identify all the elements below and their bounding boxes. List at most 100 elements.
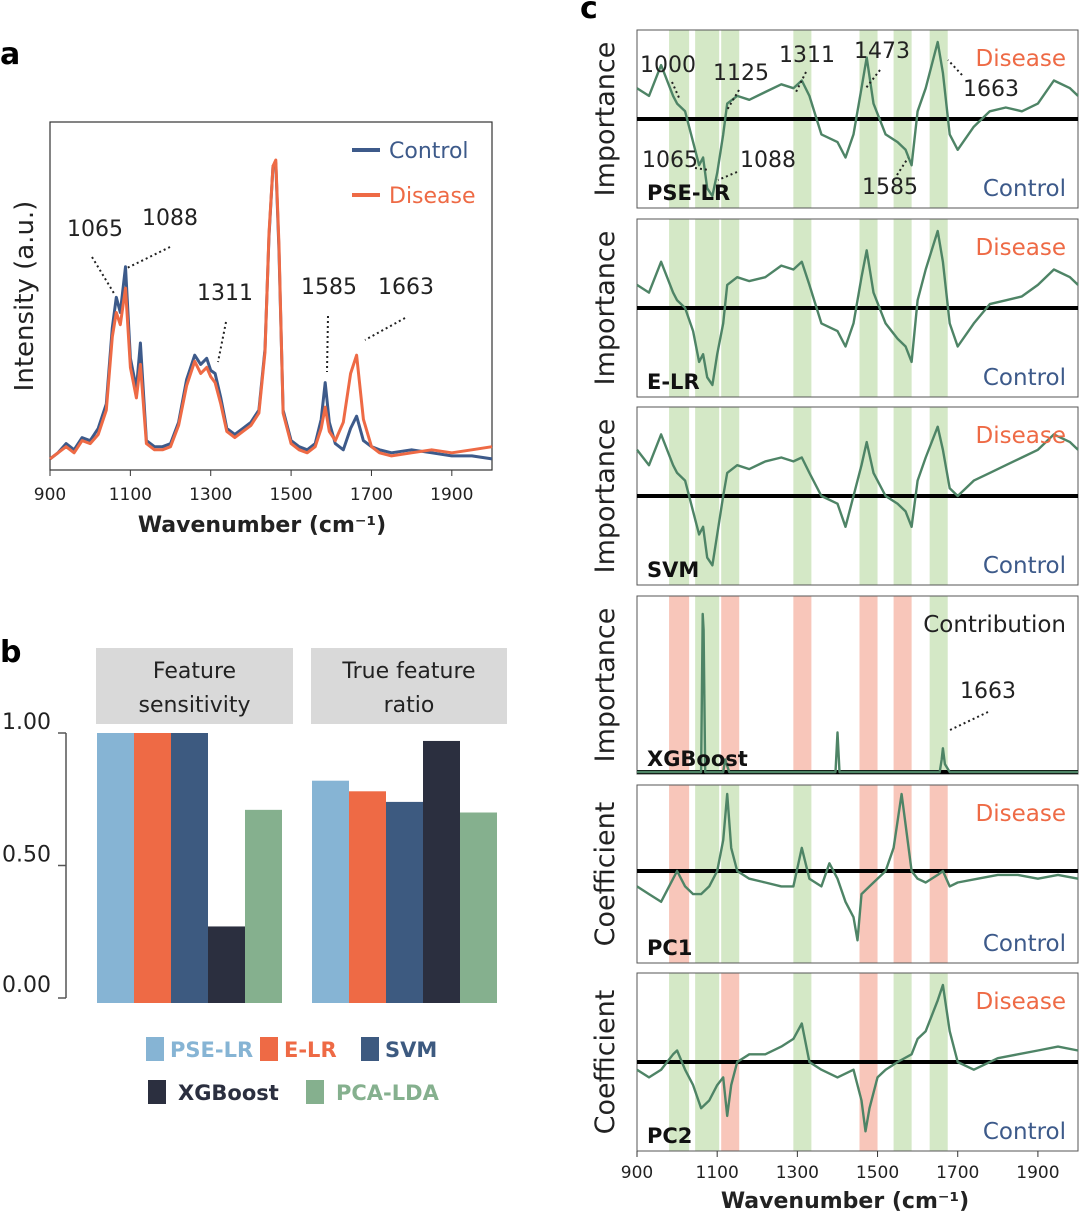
peak-annotation: 1663 xyxy=(378,275,434,300)
feature-band xyxy=(793,596,812,774)
bar-svm xyxy=(386,801,423,1003)
legend-swatch xyxy=(260,1037,278,1061)
model-label: PC2 xyxy=(647,1124,692,1148)
legend-swatch xyxy=(361,1037,379,1061)
importance-line xyxy=(636,40,1079,198)
disease-label: Disease xyxy=(976,423,1066,449)
panel-label-a: a xyxy=(0,37,20,72)
x-tick-label: 900 xyxy=(34,485,66,505)
bar-e-lr xyxy=(134,733,171,1003)
annotation-leader xyxy=(896,157,909,176)
legend-label: Disease xyxy=(389,184,476,209)
annotation-leader xyxy=(217,321,227,363)
legend-label: E-LR xyxy=(284,1038,337,1062)
disease-label: Disease xyxy=(976,989,1066,1015)
x-tick-label: 1900 xyxy=(430,485,473,505)
importance-line xyxy=(636,425,1079,567)
importance-line xyxy=(636,983,1079,1133)
x-tick-label: 900 xyxy=(621,1163,653,1183)
y-axis-label: Importance xyxy=(590,231,621,386)
series-line-control xyxy=(49,161,493,461)
x-axis-label: Wavenumber (cm⁻¹) xyxy=(721,1189,969,1214)
control-label: Control xyxy=(983,553,1066,579)
chart-c-importance: PSE-LR Importance Disease Control E-LR Import… xyxy=(590,29,1079,1214)
facet-title-line: Feature xyxy=(153,659,236,684)
x-tick-label: 1500 xyxy=(269,485,312,505)
bar-svm xyxy=(171,733,208,1003)
y-axis-label: Importance xyxy=(590,419,621,574)
feature-band xyxy=(669,596,690,774)
y-axis-label: Coefficient xyxy=(590,802,621,947)
subplot-frame xyxy=(636,784,1079,964)
x-tick-label: 1300 xyxy=(776,1163,819,1183)
feature-band xyxy=(721,785,740,963)
bar-pca-lda xyxy=(460,812,497,1003)
peak-annotation: 1088 xyxy=(142,206,198,231)
peak-annotation: 1473 xyxy=(854,39,910,64)
series-line-disease xyxy=(49,158,493,461)
facet-title-line: ratio xyxy=(384,693,435,718)
bar-pse-lr xyxy=(97,733,134,1003)
x-axis-label: Wavenumber (cm⁻¹) xyxy=(138,513,386,538)
y-tick-label: 0.50 xyxy=(2,843,51,868)
chart-b-bars: 1.00 0.50 0.00 Feature sensitivity True featu… xyxy=(2,648,507,1105)
peak-annotation: 1065 xyxy=(642,148,698,173)
bar-e-lr xyxy=(349,791,386,1003)
feature-band xyxy=(695,596,720,774)
bar-pse-lr xyxy=(312,780,349,1003)
legend-swatch xyxy=(148,1080,166,1104)
legend-label: XGBoost xyxy=(178,1081,279,1105)
feature-band xyxy=(929,596,948,774)
disease-label: Disease xyxy=(976,46,1066,72)
y-tick-label: 1.00 xyxy=(2,710,51,735)
peak-annotation: 1663 xyxy=(960,679,1016,704)
legend-swatch xyxy=(306,1080,324,1104)
control-label: Control xyxy=(983,176,1066,202)
x-tick-label: 1500 xyxy=(856,1163,899,1183)
feature-band xyxy=(893,596,912,774)
importance-line xyxy=(636,792,1079,942)
importance-line xyxy=(637,612,1078,774)
annotation-leader xyxy=(694,167,710,171)
model-label: PSE-LR xyxy=(647,181,730,205)
legend-swatch xyxy=(146,1037,164,1061)
annotation-leader xyxy=(326,315,329,373)
x-tick-label: 1100 xyxy=(696,1163,739,1183)
legend-label: SVM xyxy=(385,1038,437,1062)
feature-band xyxy=(793,785,812,963)
feature-band xyxy=(859,785,878,963)
annotation-leader xyxy=(726,89,740,111)
peak-annotation: 1065 xyxy=(67,217,123,242)
legend-label: Control xyxy=(389,139,469,164)
feature-band xyxy=(893,785,912,963)
model-label: E-LR xyxy=(647,370,700,394)
facet-title-line: True feature xyxy=(341,659,475,684)
legend-label: PCA-LDA xyxy=(336,1081,440,1105)
peak-annotation: 1311 xyxy=(197,281,253,306)
bar-xgboost xyxy=(208,926,245,1003)
chart-a-spectra: 900 1100 1300 1500 1700 1900 Wavenumber (cm⁻¹)… xyxy=(10,121,493,538)
x-tick-label: 1300 xyxy=(189,485,232,505)
annotation-leader xyxy=(947,59,963,76)
bar-xgboost xyxy=(423,740,460,1003)
x-tick-label: 1700 xyxy=(936,1163,979,1183)
annotation-leader xyxy=(717,171,738,181)
annotation-leader xyxy=(949,711,989,731)
peak-annotation: 1663 xyxy=(963,77,1019,102)
disease-label: Disease xyxy=(976,235,1066,261)
y-axis-label: Importance xyxy=(590,608,621,763)
x-tick-label: 1700 xyxy=(350,485,393,505)
control-label: Control xyxy=(983,365,1066,391)
model-label: SVM xyxy=(647,558,699,582)
peak-annotation: 1311 xyxy=(779,43,835,68)
peak-annotation: 1000 xyxy=(640,53,696,78)
annotation-leader xyxy=(671,81,681,101)
peak-annotation: 1088 xyxy=(740,148,796,173)
feature-band xyxy=(721,596,740,774)
x-tick-label: 1900 xyxy=(1016,1163,1059,1183)
corner-label: Contribution xyxy=(923,612,1066,638)
annotation-leader xyxy=(865,69,881,89)
facet-header xyxy=(96,648,293,724)
feature-band xyxy=(859,596,878,774)
